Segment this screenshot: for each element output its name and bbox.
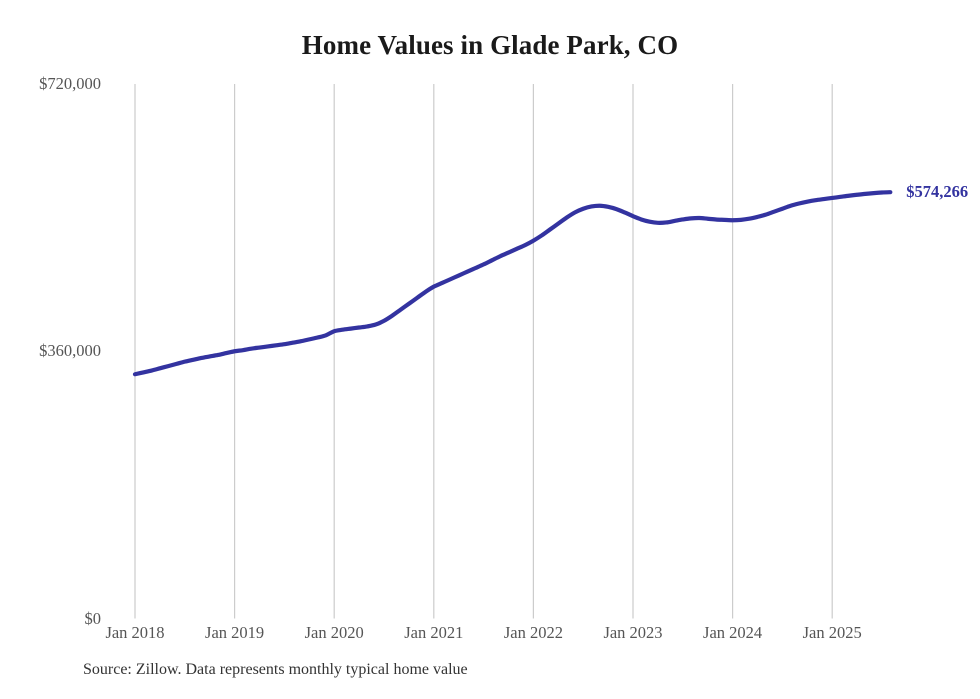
x-axis-tick-label: Jan 2021 <box>404 622 464 642</box>
page-title: Home Values in Glade Park, CO <box>301 30 679 60</box>
x-axis-tick-label: Jan 2024 <box>703 622 763 642</box>
y-axis-tick-label: $360,000 <box>39 341 101 361</box>
x-axis-tick-label: Jan 2022 <box>503 622 563 642</box>
x-axis-tick-label: Jan 2020 <box>304 622 364 642</box>
end-value-annotation: $574,266 <box>906 182 969 202</box>
y-axis-tick-label: $720,000 <box>39 74 101 93</box>
source-note: Source: Zillow. Data represents monthly … <box>83 661 468 678</box>
x-axis-tick-label: Jan 2018 <box>105 622 165 642</box>
x-axis-tick-label: Jan 2025 <box>802 622 862 642</box>
x-axis-tick-label: Jan 2023 <box>603 622 663 642</box>
series-line-typical-home-value <box>132 190 893 377</box>
y-axis-tick-label: $0 <box>84 608 102 628</box>
x-axis-tick-label: Jan 2019 <box>205 622 265 642</box>
